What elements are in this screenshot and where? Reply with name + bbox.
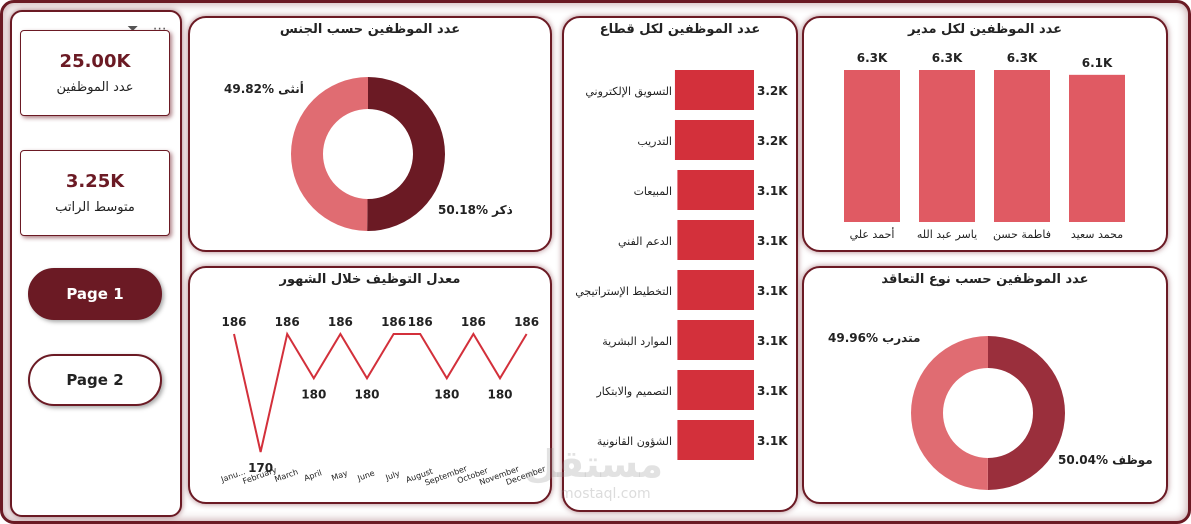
hiring-month-label: June	[355, 468, 375, 483]
page2-button[interactable]: Page 2	[28, 354, 162, 406]
sector-value-label: 3.1K	[757, 234, 788, 248]
hiring-value-label: 186	[328, 315, 353, 329]
sector-category-label: الشؤون القانونية	[597, 435, 672, 448]
female-label: 49.82% أنثى	[224, 81, 304, 96]
sector-category-label: التصميم والابتكار	[595, 385, 672, 398]
sector-category-label: التخطيط الإستراتيجي	[575, 285, 672, 298]
filter-icon[interactable]: ⏷	[127, 21, 139, 37]
sector-category-label: المبيعات	[634, 185, 672, 198]
watermark-url: mostaql.com	[560, 486, 651, 502]
hiring-value-label: 186	[221, 315, 246, 329]
gender-donut-chart: 49.82% أنثى 50.18% ذكر	[224, 77, 513, 231]
hiring-value-label: 180	[354, 387, 379, 401]
sector-category-label: الموارد البشرية	[602, 335, 672, 348]
hiring-month-label: July	[384, 469, 402, 483]
hiring-value-label: 170	[248, 461, 273, 475]
hiring-line[interactable]	[233, 331, 528, 453]
hiring-month-label: April	[303, 468, 323, 483]
manager-bar[interactable]	[844, 70, 900, 222]
sector-bar[interactable]	[677, 420, 754, 460]
contract-donut-chart: 49.96% متدرب 50.04% موظف	[828, 331, 1153, 490]
sector-category-label: التدريب	[637, 135, 672, 148]
panel-title: عدد الموظفين لكل قطاع	[599, 22, 761, 37]
hiring-value-label: 186	[461, 315, 486, 329]
hiring-month-label: May	[330, 469, 349, 483]
sidebar: ⏷ ⋯ 25.00K عدد الموظفين 3.25K متوسط الرا…	[10, 10, 182, 517]
sector-bar[interactable]	[677, 370, 754, 410]
manager-bar[interactable]	[1069, 74, 1125, 222]
contract-slice[interactable]	[987, 336, 1066, 490]
watermark-logo: مستقل	[524, 442, 663, 486]
kpi-card-salary: 3.25K متوسط الراتب	[20, 150, 170, 236]
hiring-value-label: 180	[434, 387, 459, 401]
kpi-value: 3.25K	[65, 171, 125, 192]
panel-title: عدد الموظفين حسب الجنس	[279, 22, 461, 37]
sector-bar-chart: 3.2K التسويق الإلكتروني 3.2K التدريب 3.1K الم…	[575, 70, 788, 460]
sector-bar[interactable]	[677, 220, 754, 260]
panel-title: عدد الموظفين لكل مدير	[907, 22, 1063, 37]
sector-bar[interactable]	[677, 320, 754, 360]
sector-value-label: 3.2K	[757, 134, 788, 148]
sector-panel: عدد الموظفين لكل قطاع 3.2K التسويق الإلكت…	[562, 16, 798, 512]
male-label: 50.18% ذكر	[438, 203, 513, 217]
hiring-value-label: 186	[381, 315, 406, 329]
trainee-label: 49.96% متدرب	[828, 331, 920, 345]
sector-bar[interactable]	[674, 120, 754, 160]
manager-category-label: محمد سعيد	[1071, 228, 1123, 241]
contract-panel: عدد الموظفين حسب نوع التعاقد 49.96% متدر…	[802, 266, 1168, 504]
hiring-value-label: 186	[514, 315, 539, 329]
hiring-value-label: 186	[408, 315, 433, 329]
gender-slice[interactable]	[367, 77, 445, 231]
manager-bar-chart: 6.3K أحمد علي 6.3K ياسر عبد الله 6.3K فاطمة ح…	[844, 51, 1125, 241]
sector-value-label: 3.1K	[757, 434, 788, 448]
hiring-panel: معدل التوظيف خلال الشهور 186 Janu... 170 Fe…	[188, 266, 552, 504]
panel-title: عدد الموظفين حسب نوع التعاقد	[881, 272, 1089, 287]
manager-value-label: 6.1K	[1082, 56, 1113, 70]
manager-category-label: ياسر عبد الله	[917, 228, 977, 241]
sector-bar[interactable]	[677, 270, 754, 310]
employee-label: 50.04% موظف	[1058, 453, 1153, 468]
sector-value-label: 3.1K	[757, 184, 788, 198]
contract-slice[interactable]	[911, 336, 988, 490]
hiring-value-label: 180	[487, 387, 512, 401]
sector-bar[interactable]	[674, 70, 754, 110]
panel-title: معدل التوظيف خلال الشهور	[279, 272, 461, 287]
kpi-value: 25.00K	[59, 51, 131, 72]
manager-category-label: أحمد علي	[850, 227, 895, 241]
sector-value-label: 3.1K	[757, 284, 788, 298]
kpi-label: عدد الموظفين	[56, 80, 134, 95]
sector-category-label: التسويق الإلكتروني	[585, 85, 672, 99]
manager-value-label: 6.3K	[857, 51, 888, 65]
hiring-month-label: March	[273, 467, 299, 484]
sector-value-label: 3.1K	[757, 384, 788, 398]
manager-category-label: فاطمة حسن	[993, 228, 1051, 241]
gender-panel: عدد الموظفين حسب الجنس 49.82% أنثى 50.18…	[188, 16, 552, 252]
page1-button[interactable]: Page 1	[28, 268, 162, 320]
manager-panel: عدد الموظفين لكل مدير 6.3K أحمد علي 6.3K يا…	[802, 16, 1168, 252]
manager-bar[interactable]	[994, 70, 1050, 222]
sector-value-label: 3.1K	[757, 334, 788, 348]
kpi-label: متوسط الراتب	[55, 200, 135, 215]
hiring-value-label: 180	[301, 387, 326, 401]
sector-value-label: 3.2K	[757, 84, 788, 98]
hiring-value-label: 186	[275, 315, 300, 329]
manager-value-label: 6.3K	[932, 51, 963, 65]
manager-value-label: 6.3K	[1007, 51, 1038, 65]
gender-slice[interactable]	[290, 77, 368, 231]
sector-bar[interactable]	[677, 170, 754, 210]
manager-bar[interactable]	[919, 70, 975, 222]
sector-category-label: الدعم الفني	[618, 235, 672, 248]
kpi-card-employees: 25.00K عدد الموظفين	[20, 30, 170, 116]
